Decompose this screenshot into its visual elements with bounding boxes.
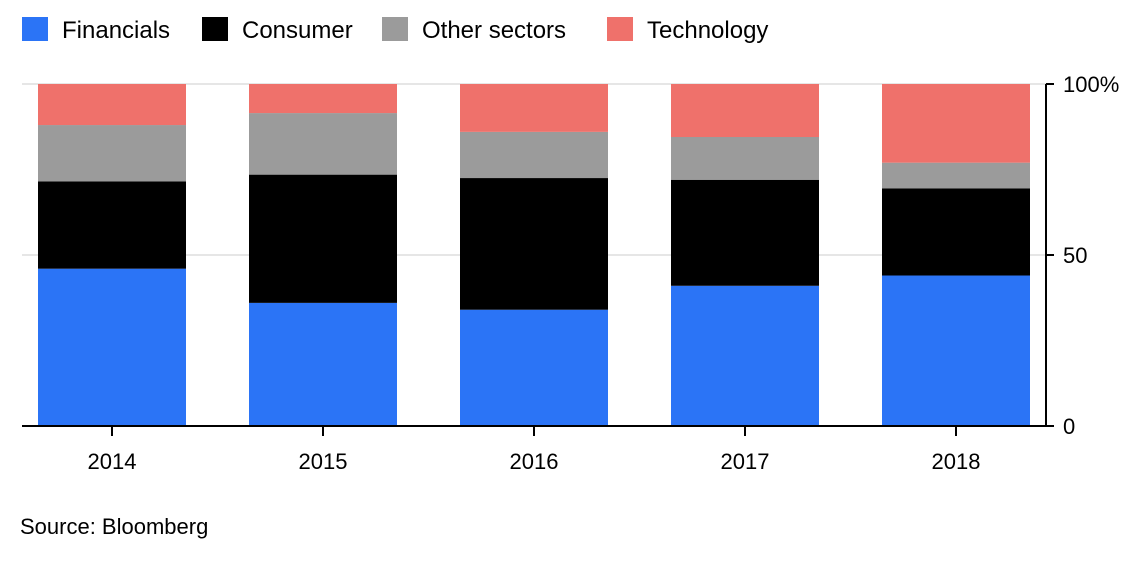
x-tick-label-2014: 2014 bbox=[88, 449, 137, 474]
bar-other-sectors-2016 bbox=[460, 131, 608, 179]
legend-swatch-financials bbox=[22, 17, 48, 41]
bar-stack-2017 bbox=[671, 84, 819, 426]
source-note: Source: Bloomberg bbox=[20, 514, 208, 539]
bar-technology-2014 bbox=[38, 84, 186, 126]
x-tick-label-2016: 2016 bbox=[510, 449, 559, 474]
bar-financials-2014 bbox=[38, 268, 186, 426]
x-tick-labels: 2014 2015 2016 2017 2018 bbox=[88, 449, 981, 474]
bar-stack-2015 bbox=[249, 84, 397, 426]
y-tick-label-100: 100% bbox=[1063, 72, 1119, 97]
legend-swatch-technology bbox=[607, 17, 633, 41]
legend-item-other-sectors: Other sectors bbox=[382, 17, 566, 44]
y-tick-labels: 0 50 100% bbox=[1063, 72, 1119, 439]
y-tick-label-0: 0 bbox=[1063, 414, 1075, 439]
legend-swatch-other-sectors bbox=[382, 17, 408, 41]
legend-item-financials: Financials bbox=[22, 17, 170, 44]
x-tick-label-2017: 2017 bbox=[721, 449, 770, 474]
bar-technology-2017 bbox=[671, 84, 819, 138]
bars bbox=[38, 84, 1030, 426]
legend-item-consumer: Consumer bbox=[202, 17, 353, 44]
legend-label-other-sectors: Other sectors bbox=[422, 17, 566, 44]
bar-stack-2018 bbox=[882, 84, 1030, 426]
bar-financials-2018 bbox=[882, 275, 1030, 426]
bar-technology-2016 bbox=[460, 84, 608, 132]
bar-consumer-2015 bbox=[249, 174, 397, 303]
axes bbox=[22, 83, 1054, 436]
legend-label-consumer: Consumer bbox=[242, 17, 353, 44]
legend: Financials Consumer Other sectors Technolog… bbox=[22, 17, 768, 44]
bar-consumer-2017 bbox=[671, 179, 819, 286]
bar-stack-2014 bbox=[38, 84, 186, 426]
legend-item-technology: Technology bbox=[607, 17, 768, 44]
legend-label-technology: Technology bbox=[647, 17, 768, 44]
bar-technology-2015 bbox=[249, 84, 397, 114]
bar-financials-2015 bbox=[249, 302, 397, 426]
bar-financials-2017 bbox=[671, 285, 819, 426]
bar-technology-2018 bbox=[882, 84, 1030, 163]
x-tick-label-2018: 2018 bbox=[932, 449, 981, 474]
bar-consumer-2016 bbox=[460, 178, 608, 310]
bar-other-sectors-2017 bbox=[671, 137, 819, 180]
legend-swatch-consumer bbox=[202, 17, 228, 41]
bar-financials-2016 bbox=[460, 309, 608, 426]
bar-stack-2016 bbox=[460, 84, 608, 426]
bar-other-sectors-2014 bbox=[38, 125, 186, 182]
bar-consumer-2018 bbox=[882, 188, 1030, 276]
bar-other-sectors-2018 bbox=[882, 162, 1030, 189]
x-tick-label-2015: 2015 bbox=[299, 449, 348, 474]
legend-label-financials: Financials bbox=[62, 17, 170, 44]
y-tick-label-50: 50 bbox=[1063, 243, 1087, 268]
bar-other-sectors-2015 bbox=[249, 113, 397, 175]
bar-consumer-2014 bbox=[38, 181, 186, 269]
